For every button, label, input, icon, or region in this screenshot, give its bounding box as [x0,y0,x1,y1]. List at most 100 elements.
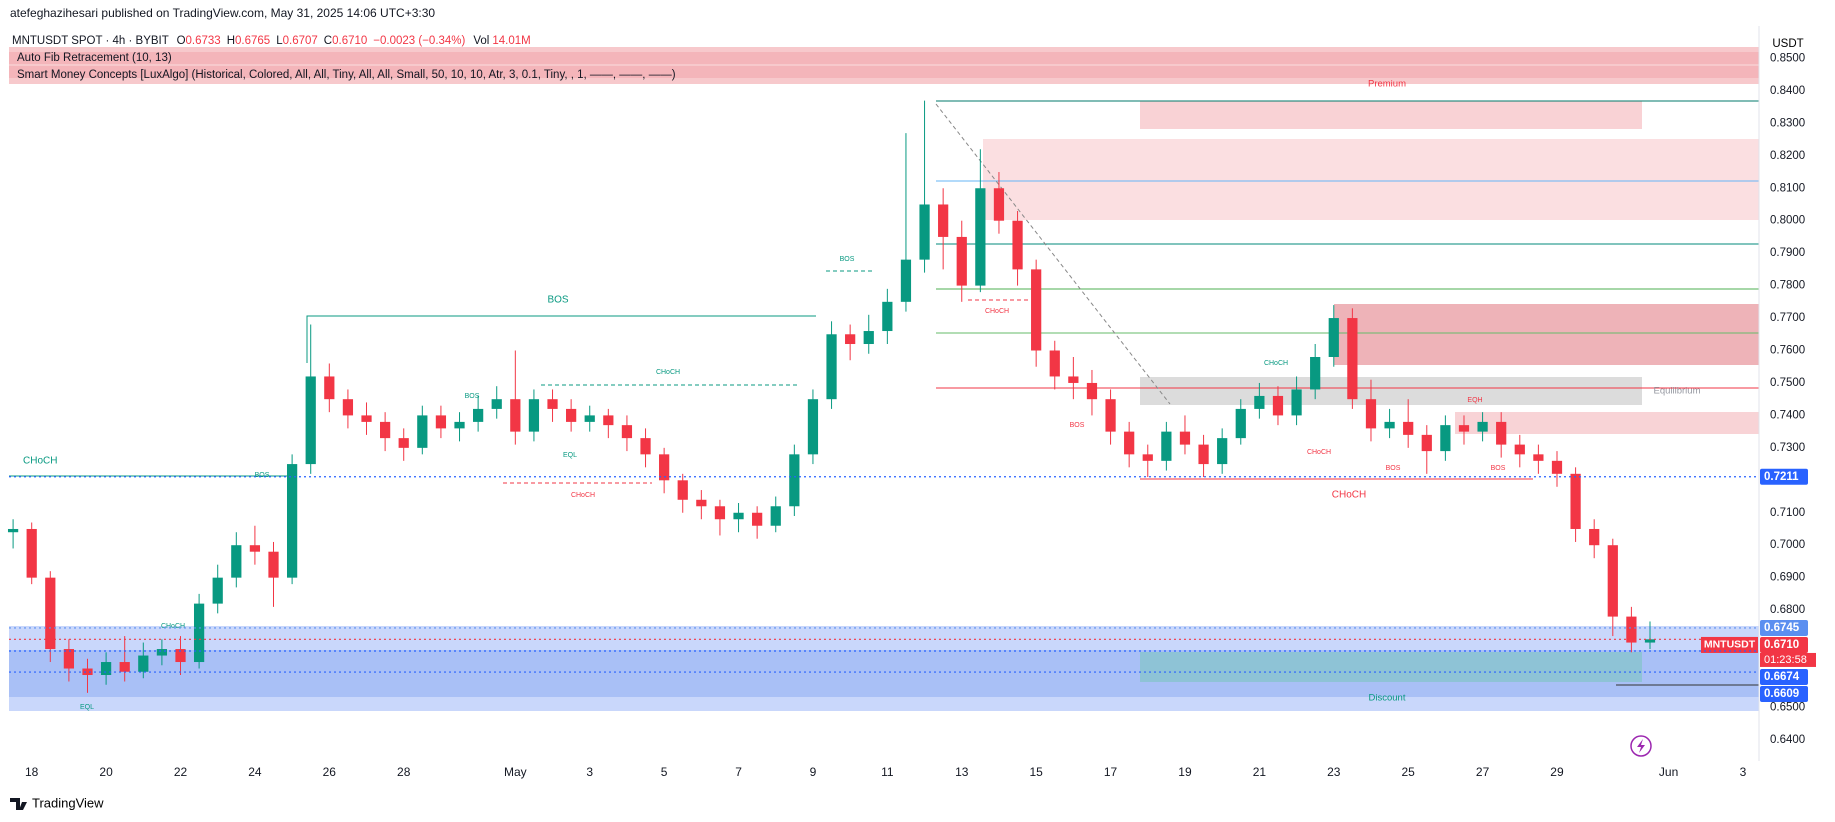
price-tag-label: 0.7211 [1764,471,1799,483]
candle-body [268,551,279,578]
ohlc-label: L [276,35,283,47]
annotation: BOS [1386,465,1401,472]
symbol-tag [1701,636,1758,653]
annotation: EQH [1467,397,1482,404]
candle-body [993,188,1005,221]
ohlc-value: 0.6733 [186,35,221,47]
x-tick-label: 5 [661,765,668,779]
candle-body [231,545,242,578]
candle-body [454,421,465,429]
candle-body [305,376,316,465]
candle-body [100,662,112,676]
candle-body [212,577,223,604]
candle-body [1049,350,1060,377]
candle-body [1254,395,1265,409]
candle-body [1365,399,1377,429]
candle-body [1124,431,1135,455]
candle-body [1179,431,1191,445]
candle-body [528,399,540,432]
annotation: EQL [80,704,94,711]
y-tick-label: 0.7900 [1770,247,1805,259]
indicator-name[interactable]: Auto Fib Retracement (10, 13) [17,52,172,64]
candle-body [473,408,484,422]
x-tick-label: 26 [323,765,337,779]
candle-body [1031,269,1042,351]
annotation: BOS [465,393,480,400]
x-tick-label: 24 [248,765,262,779]
price-tag [1760,468,1808,485]
legend-row: MNTUSDT SPOT · 4h · BYBIT O0.6733 H0.6765 L… [12,35,531,47]
candle-body [435,415,447,429]
x-tick-label: 27 [1476,765,1490,779]
candle-body [752,512,763,526]
price-tag-label: 0.6745 [1764,622,1800,634]
candle-body [1644,639,1656,643]
y-tick-label: 0.7100 [1770,507,1805,519]
fib-band [9,52,1759,64]
x-tick-label: 13 [955,765,969,779]
x-tick-label: 20 [99,765,113,779]
candle-body [417,415,428,448]
price-tag-label: 0.6674 [1764,671,1800,683]
candle-body [1440,425,1451,452]
currency-box[interactable] [1768,33,1808,55]
candle-body [603,415,614,426]
candle-body [491,399,502,409]
annotation: EQL [563,452,577,459]
x-tick-label: 23 [1327,765,1341,779]
y-tick-label: 0.7300 [1770,442,1805,454]
y-tick-label: 0.7000 [1770,539,1805,551]
candle-body [547,399,558,409]
annotation: CHoCH [23,456,57,467]
candle-body [193,603,205,663]
candle-body [1328,318,1339,357]
x-tick-label: Jun [1659,765,1678,779]
alert-icon[interactable] [1630,735,1652,757]
ohlc-value: 0.6707 [283,35,318,47]
fib-band [9,66,1759,78]
y-tick-label: 0.8200 [1770,150,1805,162]
annotation: Premium [1368,79,1406,90]
annotation: CHoCH [656,369,680,376]
candle-body [156,649,168,656]
volume-value: 14.01M [492,35,530,47]
supply-zone [1455,412,1759,434]
candle-body [677,480,688,500]
symbol: MNTUSDT SPOT · 4h · BYBIT [12,35,169,47]
candle-body [1384,421,1395,429]
candle-body [938,204,949,237]
candle-body [659,454,670,481]
annotation: BOS [1070,422,1085,429]
candle-body [1458,425,1470,432]
candles [7,100,1656,693]
x-tick-label: 9 [810,765,817,779]
candle-body [863,331,874,345]
x-tick-label: 29 [1550,765,1564,779]
candle-body [1626,616,1637,643]
candle-body [342,399,354,416]
candle-body [324,376,335,400]
y-tick-label: 0.7800 [1770,280,1805,292]
price-tag-label: 0.6710 [1764,639,1799,651]
y-tick-label: 0.6500 [1770,701,1805,713]
candle-body [1198,444,1209,465]
candle-body [63,649,75,669]
indicator-zones [9,26,1760,761]
x-tick-label: 21 [1253,765,1267,779]
y-tick-label: 0.7700 [1770,312,1805,324]
annotation: BOS [1491,465,1506,472]
candle-body [640,438,651,455]
y-tick-label: 0.8100 [1770,182,1805,194]
candle-body [1012,220,1023,270]
y-tick-label: 0.6900 [1770,572,1805,584]
y-tick-label: 0.6800 [1770,604,1805,616]
annotation: CHoCH [985,308,1009,315]
indicator-name[interactable]: Smart Money Concepts [LuxAlgo] (Historic… [17,69,676,81]
countdown-tag [1760,652,1816,667]
candle-body [1142,454,1153,461]
price-tag [1760,668,1808,685]
annotation: CHoCH [161,623,185,630]
price-tag [1760,619,1808,636]
x-tick-label: 28 [397,765,411,779]
